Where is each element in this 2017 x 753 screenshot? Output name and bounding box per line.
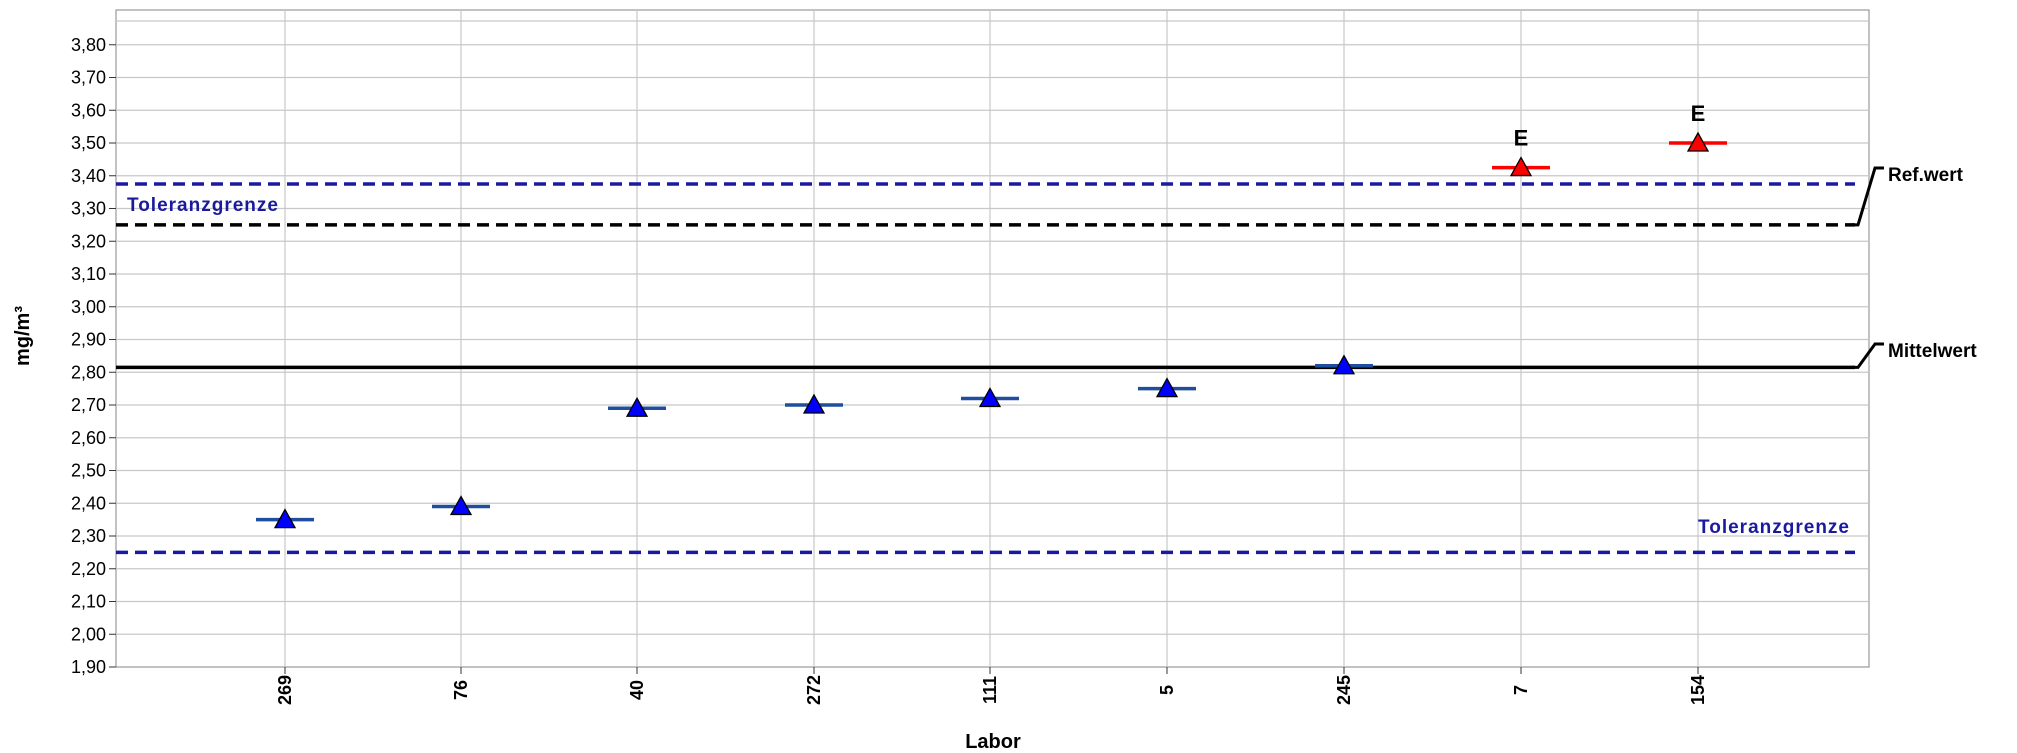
triangle-marker bbox=[449, 495, 473, 516]
data-points: EE bbox=[256, 101, 1727, 529]
y-tick-label: 2,20 bbox=[71, 559, 106, 579]
ref-value-label: Ref.wert bbox=[1888, 165, 1964, 186]
y-axis-title: mg/m³ bbox=[12, 306, 34, 366]
y-tick-label: 2,70 bbox=[71, 395, 106, 415]
x-axis-title: Labor bbox=[965, 731, 1021, 753]
x-tick-label: 272 bbox=[804, 675, 824, 705]
y-tick-label: 3,70 bbox=[71, 68, 106, 88]
y-axis: 1,90 2,00 2,10 2,20 2,30 2,40 2,50 2,60 2,70 2,80… bbox=[71, 35, 116, 677]
y-tick-label: 2,80 bbox=[71, 362, 106, 382]
y-tick-label: 1,90 bbox=[71, 657, 106, 677]
triangle-marker bbox=[978, 387, 1002, 408]
y-tick-label: 2,90 bbox=[71, 330, 106, 350]
y-tick-label: 3,20 bbox=[71, 231, 106, 251]
x-tick-label: 7 bbox=[1511, 685, 1531, 695]
y-tick-label: 3,40 bbox=[71, 166, 106, 186]
mean-value-label: Mittelwert bbox=[1888, 341, 1977, 362]
x-tick-label: 40 bbox=[627, 680, 647, 700]
y-tick-label: 3,50 bbox=[71, 133, 106, 153]
y-tick-label: 3,10 bbox=[71, 264, 106, 284]
x-tick-label: 245 bbox=[1334, 675, 1354, 705]
x-axis: 269 76 40 272 111 5 245 7 154 bbox=[275, 667, 1708, 705]
triangle-marker bbox=[1686, 131, 1710, 152]
triangle-marker bbox=[273, 508, 297, 529]
y-tick-label: 3,80 bbox=[71, 35, 106, 55]
triangle-marker bbox=[625, 396, 649, 417]
y-tick-label: 3,00 bbox=[71, 297, 106, 317]
y-tick-label: 2,00 bbox=[71, 624, 106, 644]
reference-lines bbox=[116, 166, 1884, 555]
x-tick-label: 269 bbox=[275, 675, 295, 705]
ref-value-leader bbox=[1851, 166, 1884, 227]
y-tick-label: 2,10 bbox=[71, 592, 106, 612]
y-tick-label: 2,40 bbox=[71, 493, 106, 513]
y-tick-label: 3,60 bbox=[71, 100, 106, 120]
outlier-flag: E bbox=[1691, 101, 1706, 126]
x-tick-label: 111 bbox=[980, 676, 1000, 704]
y-tick-label: 2,50 bbox=[71, 461, 106, 481]
y-tick-label: 3,30 bbox=[71, 199, 106, 219]
triangle-marker bbox=[1155, 377, 1179, 398]
plot-frame bbox=[115, 9, 1870, 668]
lower-tolerance-label: Toleranzgrenze bbox=[1698, 517, 1850, 538]
triangle-marker bbox=[802, 393, 826, 414]
mean-value-leader bbox=[1851, 342, 1884, 369]
grid-lines bbox=[115, 9, 1870, 668]
x-tick-label: 154 bbox=[1688, 675, 1708, 705]
upper-tolerance-label: Toleranzgrenze bbox=[127, 195, 279, 216]
triangle-marker bbox=[1332, 354, 1356, 375]
y-tick-label: 2,30 bbox=[71, 526, 106, 546]
outlier-flag: E bbox=[1514, 126, 1529, 151]
x-tick-label: 76 bbox=[451, 680, 471, 700]
y-tick-label: 2,60 bbox=[71, 428, 106, 448]
x-tick-label: 5 bbox=[1157, 685, 1177, 695]
triangle-marker bbox=[1509, 156, 1533, 177]
